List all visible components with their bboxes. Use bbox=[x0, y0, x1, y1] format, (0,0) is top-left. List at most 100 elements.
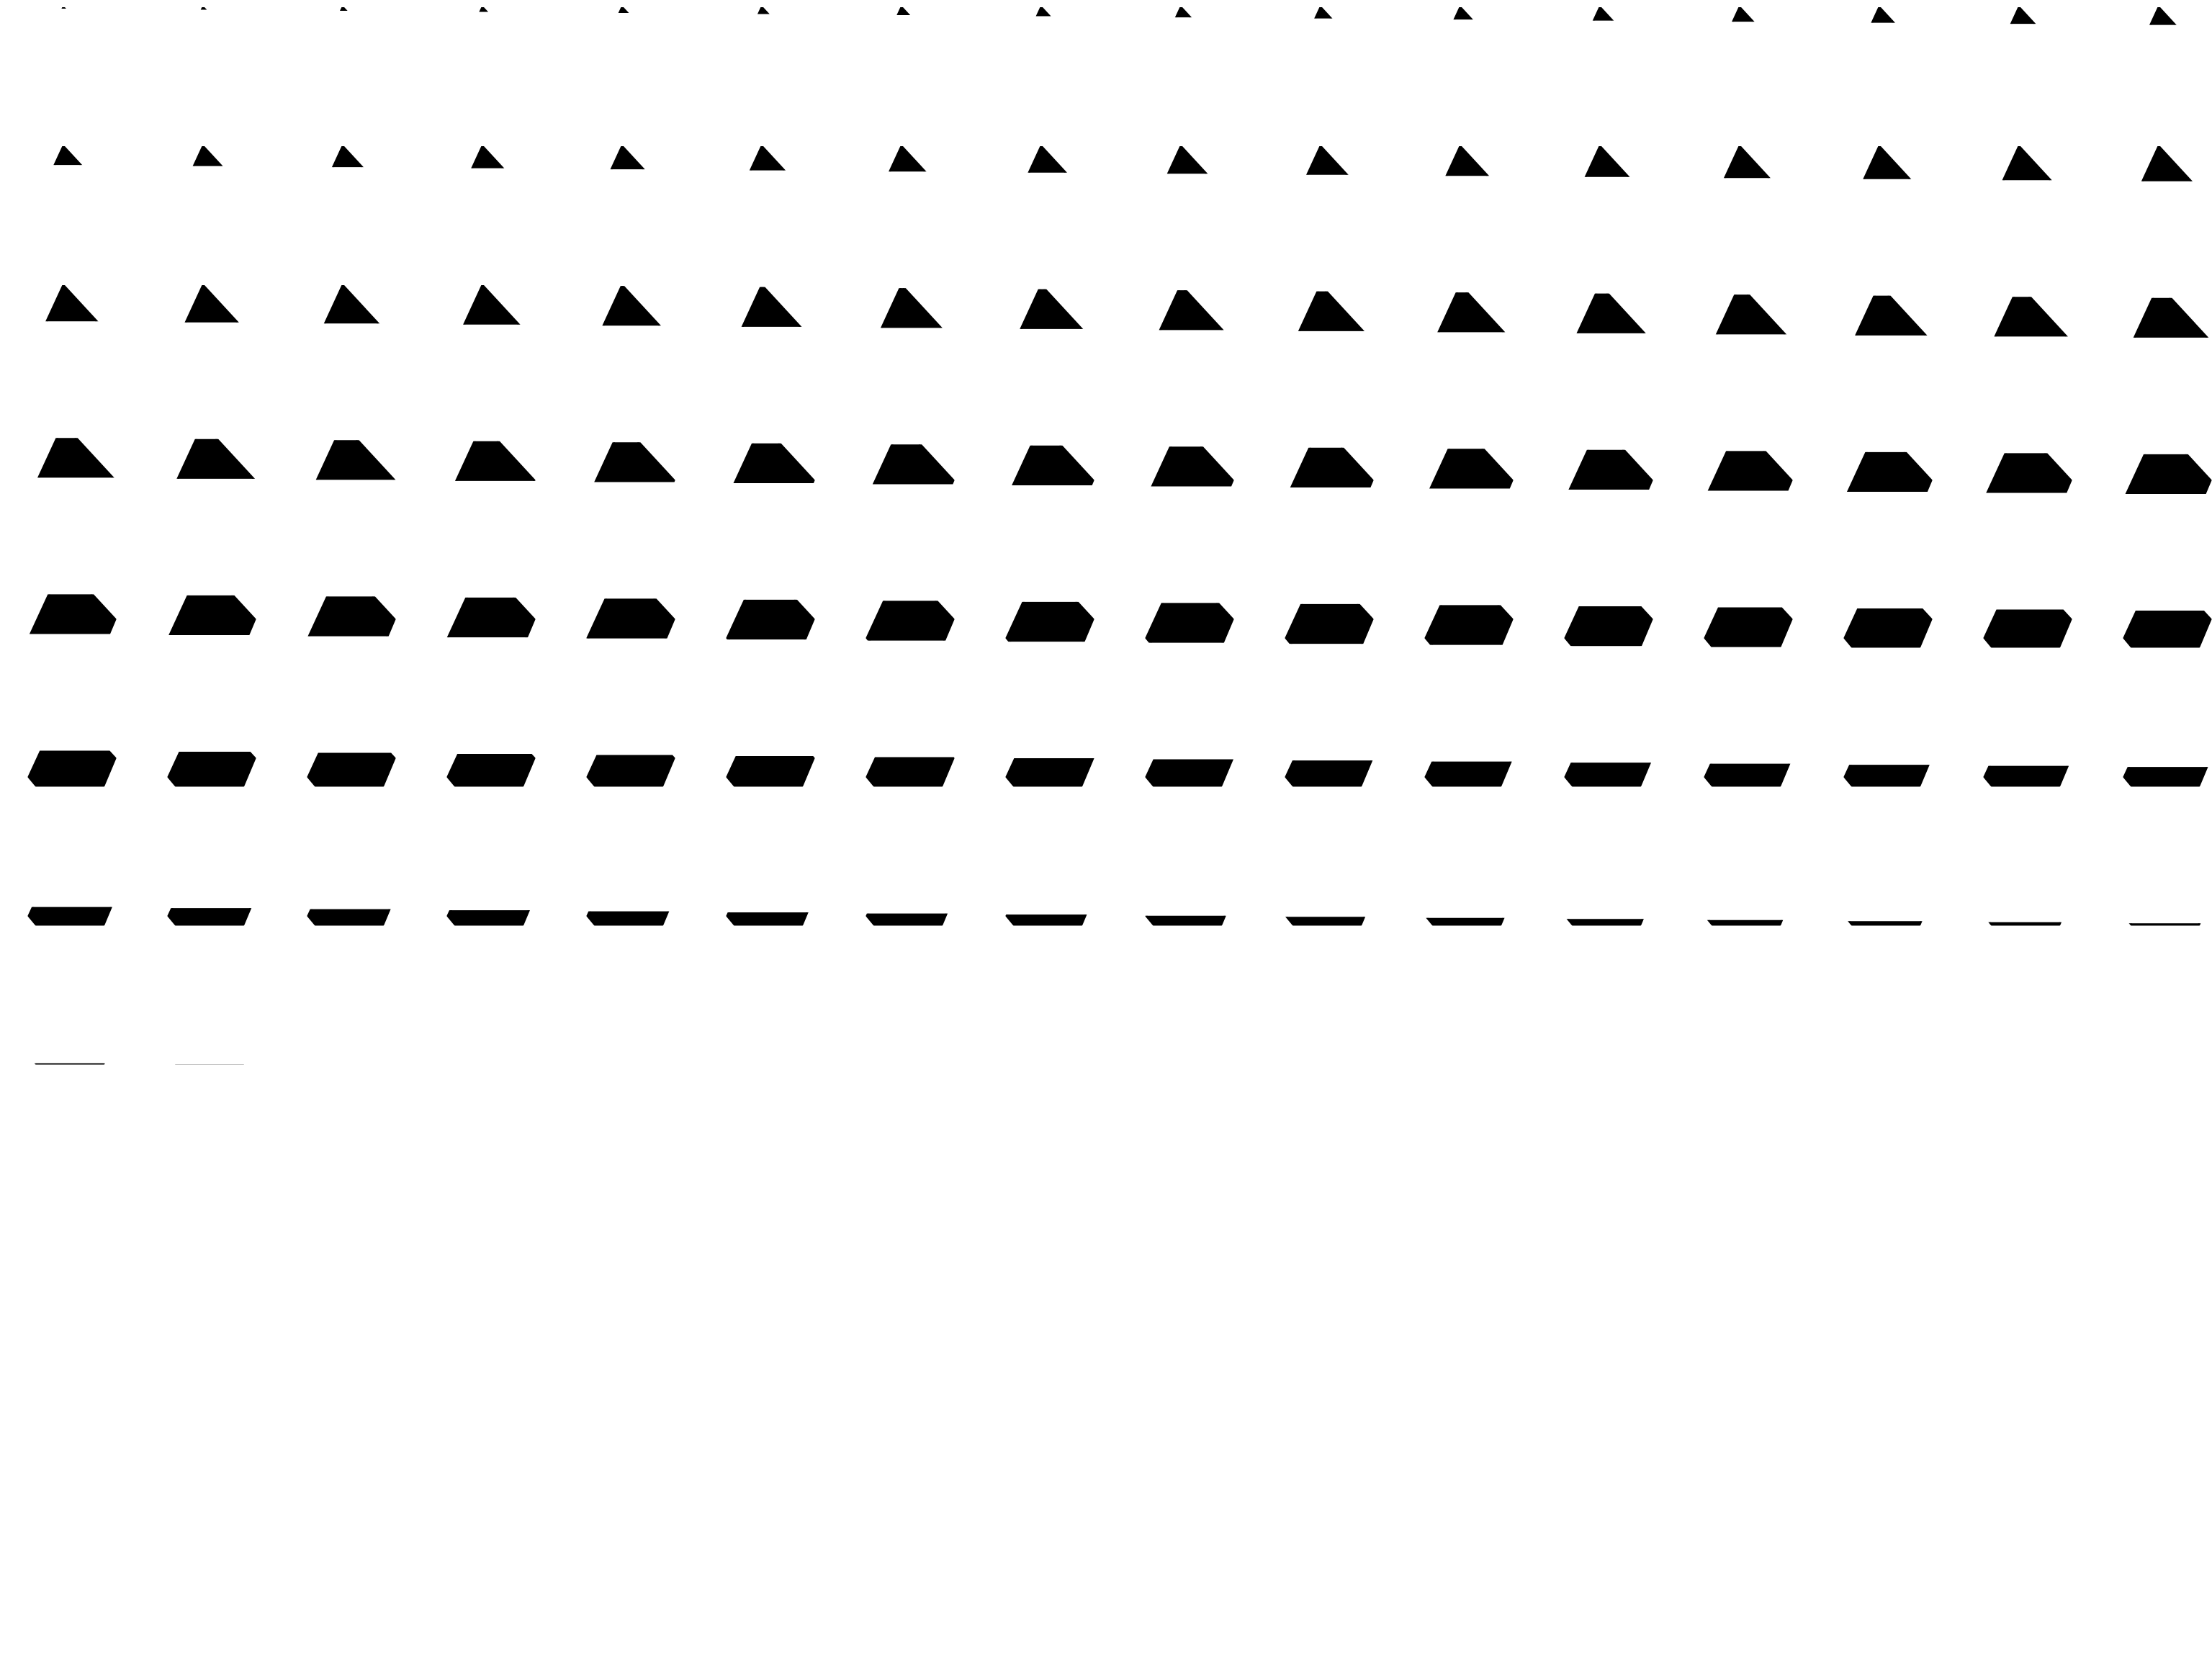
shape-6-10 bbox=[1426, 917, 1505, 926]
shape-2-5 bbox=[741, 287, 802, 327]
shape-6-13 bbox=[1848, 921, 1923, 926]
shape-2-8 bbox=[1159, 290, 1224, 331]
shape-2-0 bbox=[45, 285, 99, 322]
shape-2-4 bbox=[602, 286, 662, 326]
shape-5-10 bbox=[1424, 761, 1512, 787]
shape-3-2 bbox=[315, 440, 396, 480]
shape-0-2 bbox=[340, 7, 348, 12]
shape-5-14 bbox=[1983, 765, 2069, 787]
shape-4-2 bbox=[307, 596, 396, 637]
shape-5-8 bbox=[1145, 759, 1233, 787]
shape-6-3 bbox=[446, 910, 530, 926]
shape-1-4 bbox=[610, 146, 645, 170]
shape-6-2 bbox=[307, 909, 391, 926]
shape-3-6 bbox=[872, 444, 955, 485]
shape-2-15 bbox=[2133, 297, 2209, 338]
shape-1-5 bbox=[749, 146, 786, 171]
shape-4-14 bbox=[1983, 609, 2072, 648]
shape-2-11 bbox=[1576, 293, 1646, 333]
shape-2-10 bbox=[1437, 292, 1506, 333]
shape-1-7 bbox=[1028, 146, 1067, 173]
shape-0-8 bbox=[1174, 7, 1192, 18]
shape-4-3 bbox=[446, 597, 536, 638]
shape-5-11 bbox=[1564, 763, 1652, 787]
shape-4-9 bbox=[1285, 603, 1374, 644]
shape-1-2 bbox=[331, 146, 364, 168]
shape-6-4 bbox=[586, 911, 670, 926]
shape-3-7 bbox=[1012, 445, 1094, 485]
shape-0-11 bbox=[1592, 7, 1614, 21]
shape-3-11 bbox=[1568, 449, 1653, 490]
shape-4-8 bbox=[1145, 603, 1234, 643]
shape-0-4 bbox=[618, 7, 629, 14]
shape-2-6 bbox=[880, 288, 943, 328]
shape-4-7 bbox=[1005, 601, 1094, 642]
shape-4-13 bbox=[1843, 608, 1933, 648]
shape-1-0 bbox=[53, 146, 83, 166]
shape-6-0 bbox=[27, 907, 112, 926]
shape-0-3 bbox=[479, 7, 489, 12]
shape-6-12 bbox=[1707, 920, 1784, 926]
shape-5-12 bbox=[1704, 763, 1791, 787]
shape-0-14 bbox=[2010, 7, 2036, 24]
shape-3-0 bbox=[37, 438, 114, 478]
shape-2-1 bbox=[184, 285, 239, 323]
shape-6-11 bbox=[1566, 919, 1644, 926]
shape-1-8 bbox=[1166, 146, 1208, 174]
shape-5-0 bbox=[27, 750, 117, 787]
shape-6-7 bbox=[1005, 914, 1087, 926]
shape-2-14 bbox=[1994, 297, 2068, 337]
shape-2-12 bbox=[1715, 295, 1787, 335]
shape-0-6 bbox=[896, 7, 911, 16]
shape-5-13 bbox=[1843, 765, 1930, 787]
shape-3-8 bbox=[1151, 446, 1234, 487]
shape-6-8 bbox=[1145, 915, 1226, 926]
shape-6-9 bbox=[1285, 917, 1366, 926]
shape-1-9 bbox=[1306, 146, 1349, 175]
shape-6-1 bbox=[167, 908, 252, 926]
shape-1-3 bbox=[471, 146, 505, 168]
shape-0-0 bbox=[61, 7, 66, 9]
shape-5-3 bbox=[446, 754, 536, 787]
shape-3-4 bbox=[594, 442, 675, 482]
shape-3-15 bbox=[2125, 454, 2212, 495]
shape-1-15 bbox=[2141, 146, 2193, 181]
shape-5-7 bbox=[1005, 758, 1094, 787]
shape-2-3 bbox=[463, 285, 521, 325]
shape-0-15 bbox=[2149, 7, 2177, 25]
shape-0-13 bbox=[1871, 7, 1895, 23]
shape-grid bbox=[27, 7, 2212, 1065]
shape-3-9 bbox=[1290, 447, 1374, 487]
shape-5-15 bbox=[2123, 767, 2208, 787]
shape-3-13 bbox=[1846, 451, 1933, 493]
shape-5-6 bbox=[866, 757, 955, 787]
shape-1-14 bbox=[2002, 146, 2052, 181]
shape-5-1 bbox=[167, 751, 256, 787]
shape-4-12 bbox=[1704, 607, 1793, 647]
shape-0-9 bbox=[1314, 7, 1333, 19]
shape-4-10 bbox=[1424, 605, 1514, 645]
shape-2-9 bbox=[1298, 291, 1364, 331]
shape-1-6 bbox=[889, 146, 927, 172]
shape-0-1 bbox=[200, 7, 207, 10]
shape-5-5 bbox=[726, 756, 815, 787]
shape-2-2 bbox=[323, 285, 380, 324]
shape-4-15 bbox=[2123, 610, 2212, 648]
shape-4-6 bbox=[866, 601, 955, 641]
shape-3-3 bbox=[454, 441, 536, 481]
shape-4-5 bbox=[726, 599, 815, 640]
shape-6-5 bbox=[726, 912, 809, 926]
shape-1-13 bbox=[1863, 146, 1912, 179]
shape-3-12 bbox=[1707, 451, 1793, 491]
shape-1-1 bbox=[192, 146, 223, 166]
shape-0-7 bbox=[1035, 7, 1051, 17]
shape-4-1 bbox=[168, 595, 256, 636]
shape-5-4 bbox=[586, 755, 675, 787]
shape-6-15 bbox=[2128, 923, 2201, 926]
shape-0-12 bbox=[1732, 7, 1755, 22]
shape-6-6 bbox=[866, 913, 948, 926]
shape-2-7 bbox=[1020, 289, 1084, 329]
shape-5-9 bbox=[1285, 760, 1373, 787]
